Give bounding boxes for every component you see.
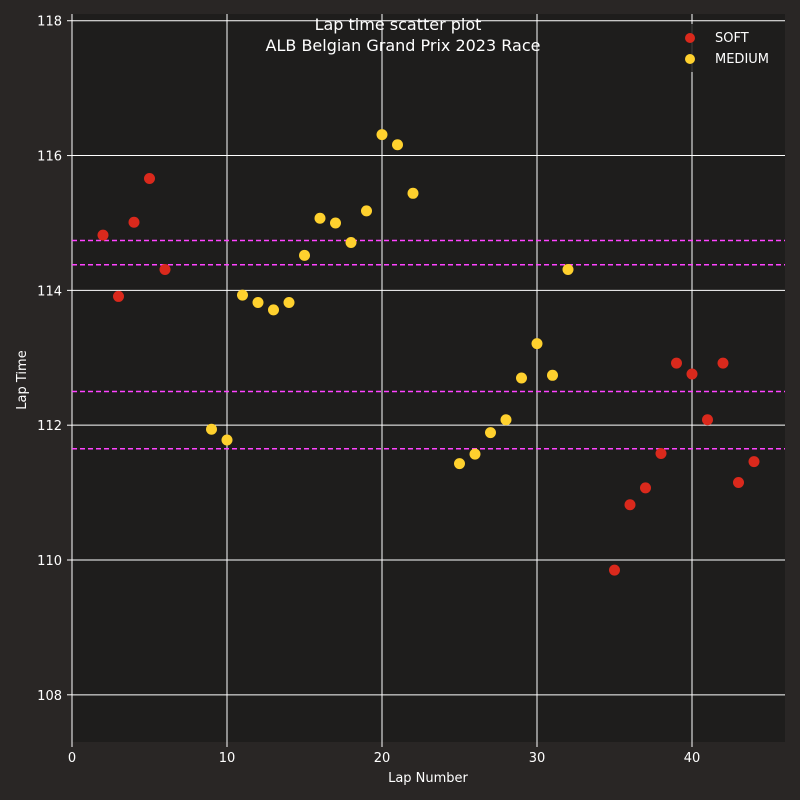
y-tick-label: 110 [37,554,62,569]
data-point-medium [268,304,279,316]
data-point-medium [299,249,310,261]
data-point-soft [733,476,744,488]
data-point-soft [748,456,760,468]
data-point-medium [314,212,326,224]
y-tick-label: 118 [37,15,62,30]
x-axis-label: Lap Number [388,771,468,786]
y-tick-label: 112 [37,419,62,434]
data-point-medium [252,297,264,309]
plot-area [72,14,785,742]
data-point-soft [128,216,140,228]
legend-marker-soft [685,33,695,43]
legend-box [670,24,782,72]
x-tick-label: 10 [219,751,236,766]
data-point-soft [686,368,698,380]
data-point-soft [671,357,682,369]
y-tick-label: 108 [37,689,62,704]
data-points [97,129,760,576]
data-point-soft [113,290,124,302]
x-axis-ticks: 0 10 20 30 40 [68,742,700,766]
data-point-medium [283,297,295,309]
x-tick-label: 20 [374,751,391,766]
chart-title: Lap time scatter plot [315,15,482,34]
data-point-soft [144,172,155,184]
data-point-soft [97,229,109,241]
data-point-soft [717,357,729,369]
data-point-medium [206,423,217,435]
data-point-soft [624,499,636,511]
data-point-soft [640,482,651,494]
y-tick-label: 116 [37,150,62,165]
data-point-medium [376,129,388,141]
legend-label-soft: SOFT [715,31,749,46]
data-point-medium [237,289,248,301]
reference-lines [72,239,785,450]
data-point-medium [361,205,372,217]
data-point-soft [159,263,171,275]
data-point-medium [345,237,357,249]
data-point-medium [407,187,419,199]
data-point-medium [469,448,481,460]
y-axis-label: Lap Time [15,350,30,409]
chart-subtitle: ALB Belgian Grand Prix 2023 Race [266,36,541,55]
legend-marker-medium [685,54,695,64]
x-tick-label: 40 [684,751,701,766]
data-point-medium [392,139,403,151]
x-tick-label: 30 [529,751,546,766]
data-point-soft [702,414,713,426]
data-point-medium [516,372,527,384]
data-point-medium [330,217,341,229]
data-point-medium [547,369,558,381]
data-point-medium [500,414,512,426]
data-point-soft [609,564,620,576]
data-point-medium [454,458,465,470]
data-point-medium [531,338,543,350]
data-point-medium [485,427,496,439]
legend: SOFT MEDIUM [670,24,782,72]
data-point-medium [221,434,233,446]
legend-label-medium: MEDIUM [715,52,769,67]
y-tick-label: 114 [37,284,62,299]
x-tick-label: 0 [68,751,76,766]
data-point-soft [655,447,667,459]
y-axis-ticks: 108 110 112 114 116 118 [37,15,72,704]
data-point-medium [562,263,574,275]
